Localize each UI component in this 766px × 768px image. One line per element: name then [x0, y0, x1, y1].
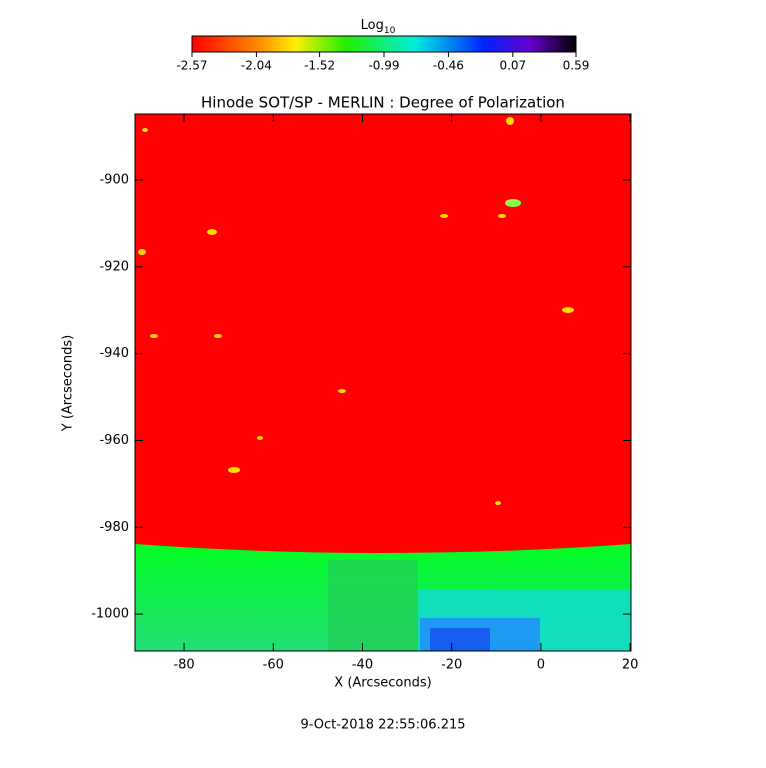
colorbar-tick-label: -0.46	[433, 59, 464, 73]
colorbar-tick-label: -2.04	[241, 59, 272, 73]
colorbar-tick-label: -0.99	[368, 59, 399, 73]
y-tick-label: -940	[99, 346, 129, 361]
colorbar-tick-label: -1.52	[304, 59, 335, 73]
colorbar	[191, 35, 577, 53]
plot-frame	[134, 113, 632, 652]
x-tick-label: -20	[441, 658, 462, 673]
x-tick-label: -40	[352, 658, 373, 673]
y-tick-label: -1000	[91, 607, 129, 622]
colorbar-tick-label: 0.07	[499, 59, 526, 73]
y-tick-label: -900	[99, 172, 129, 187]
y-tick-label: -980	[99, 520, 129, 535]
y-axis-label: Y (Arcseconds)	[61, 335, 76, 432]
y-tick-label: -920	[99, 259, 129, 274]
footer-date: 9-Oct-2018 22:55:06.215	[300, 718, 465, 733]
colorbar-label: Log10	[361, 18, 396, 36]
x-tick-label: 0	[537, 658, 545, 673]
x-axis-label: X (Arcseconds)	[334, 676, 431, 691]
x-tick-label: 20	[622, 658, 639, 673]
colorbar-label-subscript: 10	[384, 26, 396, 36]
x-tick-label: -60	[263, 658, 284, 673]
x-tick-label: -80	[173, 658, 194, 673]
chart-title: Hinode SOT/SP - MERLIN : Degree of Polar…	[201, 94, 565, 112]
colorbar-tick-label: -2.57	[176, 59, 207, 73]
colorbar-tick-label: 0.59	[563, 59, 590, 73]
colorbar-label-text: Log	[361, 18, 384, 33]
y-tick-label: -960	[99, 433, 129, 448]
image	[135, 114, 631, 651]
